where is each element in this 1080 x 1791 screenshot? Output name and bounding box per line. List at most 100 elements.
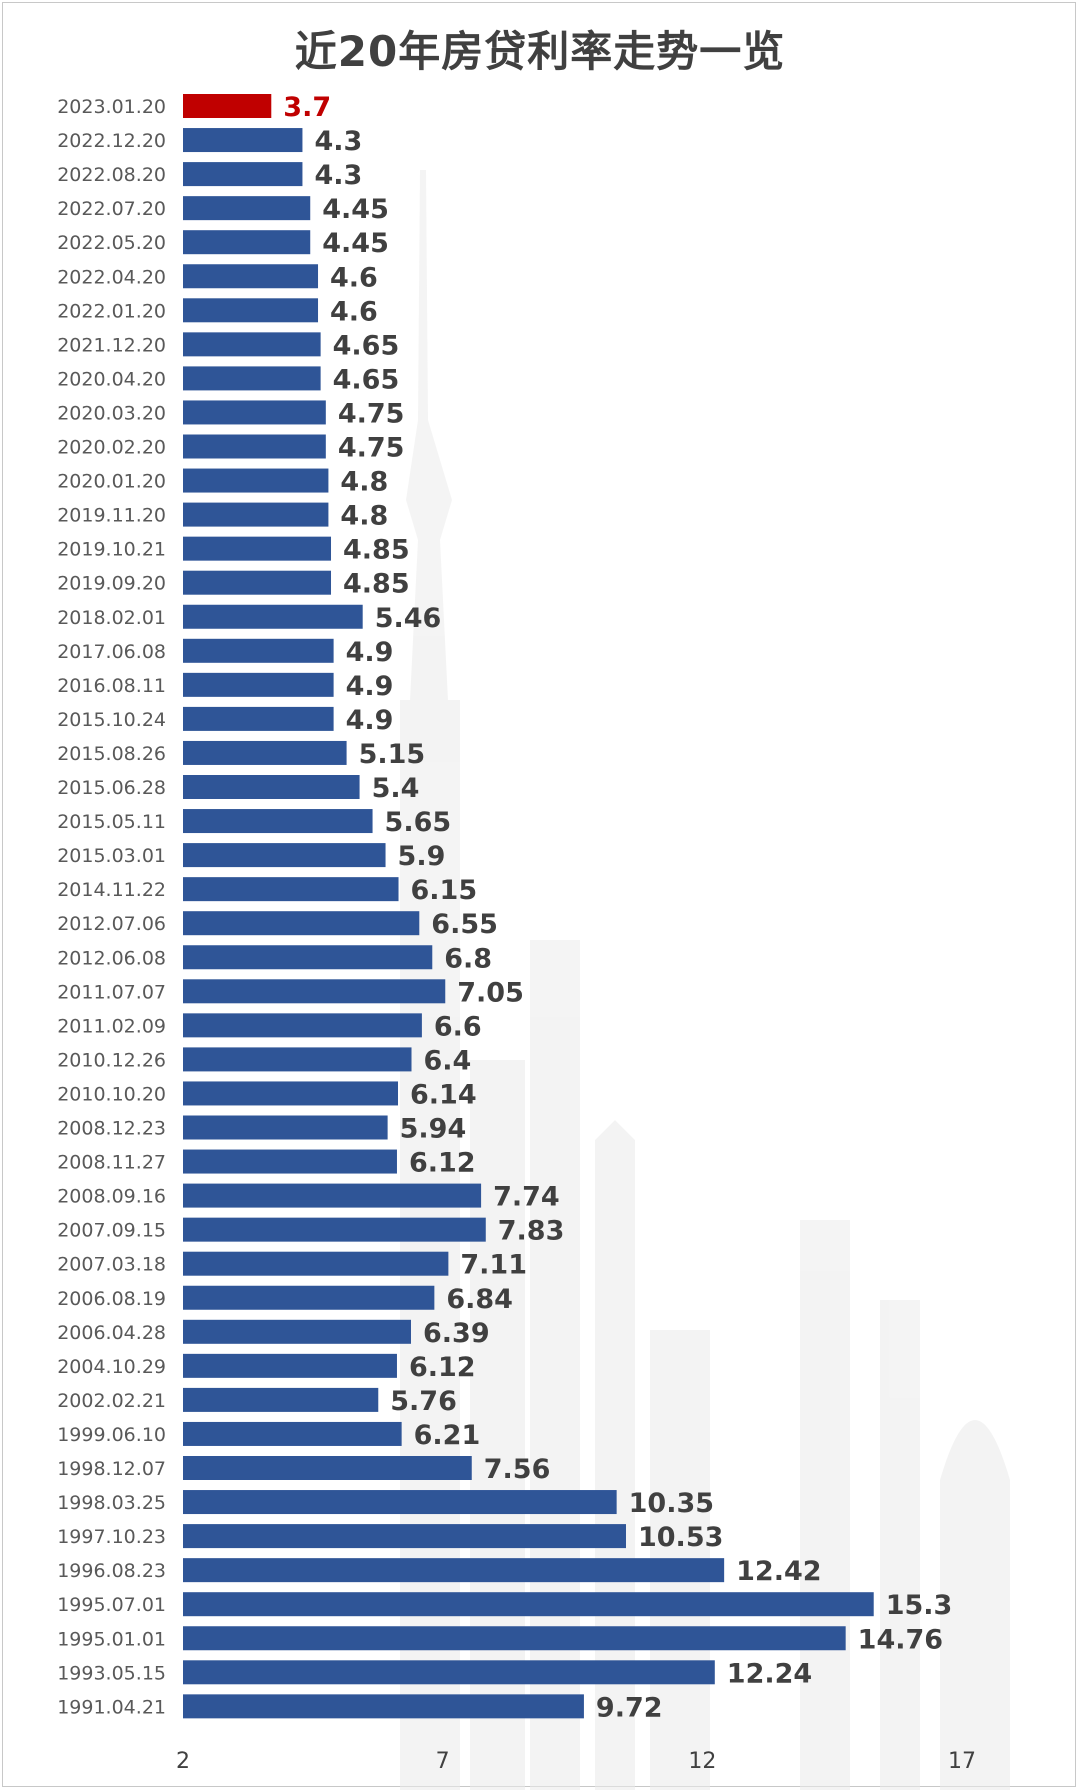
value-label: 6.8 — [444, 943, 492, 974]
value-label: 4.75 — [338, 398, 405, 429]
x-tick-label: 7 — [436, 1749, 450, 1774]
category-label: 1995.07.01 — [57, 1594, 166, 1616]
bar-1998.03.25 — [183, 1490, 617, 1515]
category-label: 2017.06.08 — [57, 641, 166, 663]
bar-2014.11.22 — [183, 877, 399, 902]
value-label: 4.45 — [322, 194, 389, 225]
bar-2022.12.20 — [183, 128, 303, 153]
category-label: 2015.10.24 — [57, 709, 166, 731]
category-label: 2007.09.15 — [57, 1220, 166, 1242]
value-label: 4.75 — [338, 433, 405, 464]
bar-2002.02.21 — [183, 1387, 379, 1412]
value-label: 7.05 — [457, 977, 524, 1008]
category-label: 2022.12.20 — [57, 130, 166, 152]
bar-2004.10.29 — [183, 1353, 397, 1378]
value-label: 6.12 — [409, 1352, 476, 1383]
category-label: 2015.06.28 — [57, 777, 166, 799]
bar-2019.09.20 — [183, 570, 332, 595]
bar-2008.11.27 — [183, 1149, 397, 1174]
value-label: 6.4 — [424, 1045, 472, 1076]
category-label: 2012.07.06 — [57, 913, 166, 935]
bar-2022.07.20 — [183, 196, 311, 221]
value-label: 10.53 — [638, 1522, 723, 1553]
category-label: 2007.03.18 — [57, 1254, 166, 1276]
bar-2015.03.01 — [183, 843, 386, 868]
bar-2021.12.20 — [183, 332, 321, 357]
value-label: 5.15 — [359, 739, 426, 770]
bar-2010.12.26 — [183, 1047, 412, 1072]
value-label: 4.65 — [333, 330, 400, 361]
value-label: 5.46 — [375, 603, 442, 634]
category-label: 2021.12.20 — [57, 334, 166, 356]
bar-1997.10.23 — [183, 1524, 626, 1549]
bar-1995.01.01 — [183, 1626, 846, 1651]
category-label: 2011.02.09 — [57, 1015, 166, 1037]
bar-1991.04.21 — [183, 1694, 584, 1719]
value-label: 15.3 — [886, 1590, 953, 1621]
bar-2018.02.01 — [183, 604, 363, 629]
category-label: 2022.01.20 — [57, 300, 166, 322]
bar-2022.08.20 — [183, 162, 303, 187]
category-label: 2019.10.21 — [57, 539, 166, 561]
value-label: 12.42 — [736, 1556, 821, 1587]
bar-2020.03.20 — [183, 400, 326, 425]
category-label: 2008.11.27 — [57, 1152, 166, 1174]
category-label: 2010.10.20 — [57, 1083, 166, 1105]
category-label: 1998.03.25 — [57, 1492, 166, 1514]
category-label: 2010.12.26 — [57, 1049, 166, 1071]
value-label: 7.83 — [498, 1216, 565, 1247]
category-label: 2022.08.20 — [57, 164, 166, 186]
bar-2020.02.20 — [183, 434, 326, 459]
bar-2011.02.09 — [183, 1013, 422, 1038]
x-axis-ticks: 2 7 12 17 — [176, 1749, 976, 1774]
value-label: 5.94 — [400, 1114, 467, 1145]
value-label: 4.45 — [322, 228, 389, 259]
bar-2016.08.11 — [183, 672, 334, 697]
category-label: 1999.06.10 — [57, 1424, 166, 1446]
category-label: 2019.11.20 — [57, 505, 166, 527]
bar-2015.06.28 — [183, 775, 360, 799]
value-label: 12.24 — [727, 1658, 812, 1689]
value-label: 4.6 — [330, 262, 378, 293]
value-label: 7.74 — [493, 1182, 560, 1213]
bar-2010.10.20 — [183, 1081, 399, 1106]
value-label: 9.72 — [596, 1692, 663, 1723]
value-label: 4.9 — [346, 671, 394, 702]
category-label: 2016.08.11 — [57, 675, 166, 697]
category-label: 2008.12.23 — [57, 1118, 166, 1140]
value-label: 6.55 — [431, 909, 498, 940]
category-label: 2004.10.29 — [57, 1356, 166, 1378]
value-label: 4.3 — [314, 160, 362, 191]
bar-2012.07.06 — [183, 911, 420, 936]
category-label: 2023.01.20 — [57, 96, 166, 118]
bar-1998.12.07 — [183, 1456, 472, 1480]
value-label: 6.84 — [446, 1284, 513, 1315]
category-labels: 2023.01.20 2022.12.20 2022.08.20 2022.07.20… — [57, 96, 166, 1718]
value-label: 10.35 — [629, 1488, 714, 1519]
bar-1999.06.10 — [183, 1421, 402, 1446]
value-label: 6.15 — [411, 875, 478, 906]
value-label: 5.76 — [390, 1386, 457, 1417]
value-label: 4.85 — [343, 569, 410, 600]
value-label: 4.6 — [330, 296, 378, 327]
category-label: 2002.02.21 — [57, 1390, 166, 1412]
x-tick-label: 12 — [688, 1749, 716, 1774]
category-label: 2022.05.20 — [57, 232, 166, 254]
value-label: 6.6 — [434, 1011, 482, 1042]
value-label: 5.4 — [372, 773, 420, 804]
bar-2006.04.28 — [183, 1319, 411, 1344]
bar-2012.06.08 — [183, 945, 433, 970]
bar-2019.10.21 — [183, 536, 332, 561]
category-label: 2020.04.20 — [57, 368, 166, 390]
bar-1996.08.23 — [183, 1558, 725, 1583]
bar-2015.08.26 — [183, 740, 347, 765]
value-label: 7.56 — [484, 1454, 551, 1485]
category-label: 1991.04.21 — [57, 1696, 166, 1718]
category-label: 1993.05.15 — [57, 1662, 166, 1684]
category-label: 2015.08.26 — [57, 743, 166, 765]
x-tick-label: 2 — [176, 1749, 190, 1774]
category-label: 2020.02.20 — [57, 437, 166, 459]
category-label: 1996.08.23 — [57, 1560, 166, 1582]
category-label: 2006.08.19 — [57, 1288, 166, 1310]
